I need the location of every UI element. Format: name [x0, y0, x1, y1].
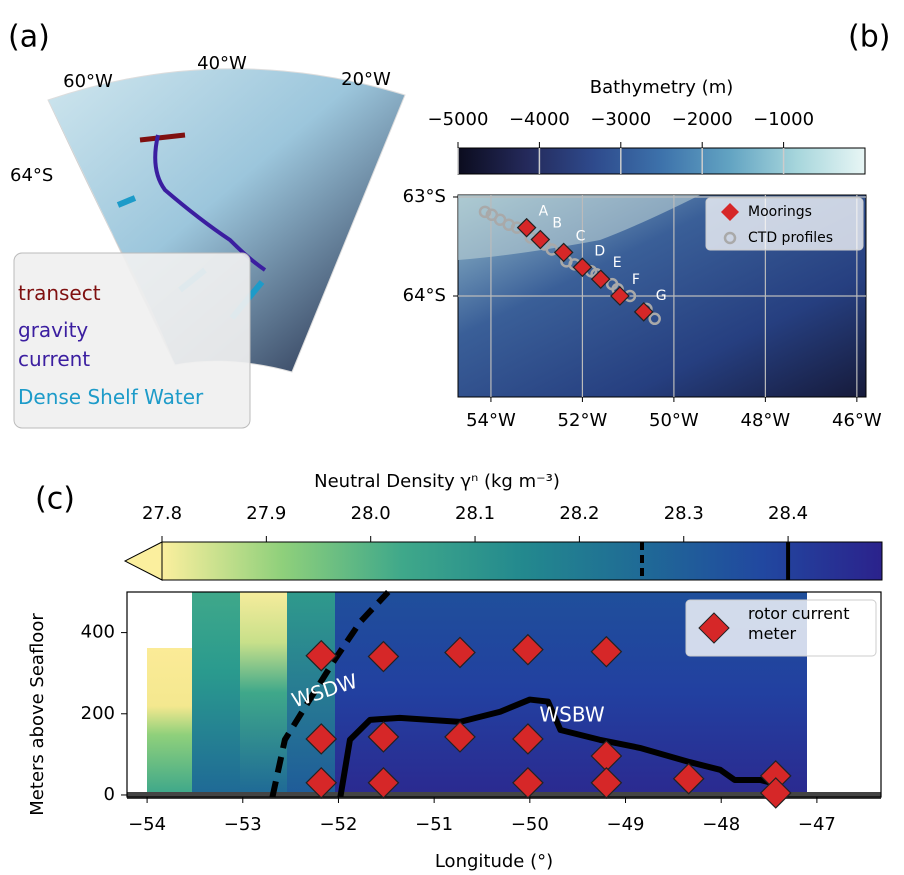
colorbar-tick-label: 27.8 — [142, 503, 182, 524]
lon-label: 40°W — [197, 53, 247, 74]
colorbar-tick-label: 28.2 — [559, 503, 599, 524]
figure: (a) (b) (c) 60°W 40°W 20°W 64°S −5000 −40… — [0, 0, 904, 875]
x-tick-label: −53 — [224, 814, 262, 835]
y-axis-label: Meters above Seafloor — [27, 613, 48, 816]
point-label: B — [552, 216, 562, 232]
legend-label: Dense Shelf Water — [18, 383, 203, 412]
lat-label: 64°S — [10, 165, 53, 186]
lon-label: 60°W — [63, 71, 113, 92]
x-tick-label: 52°W — [558, 410, 608, 431]
x-tick-label: −52 — [319, 814, 357, 835]
density-field — [192, 592, 240, 793]
colorbar-tick-label: −3000 — [590, 109, 651, 130]
y-tick-label: 64°S — [403, 285, 446, 306]
colorbar-title: Bathymetry (m) — [590, 77, 734, 98]
colorbar-tick-label: 28.3 — [664, 503, 704, 524]
x-tick-label: 54°W — [466, 410, 516, 431]
colorbar-title: Neutral Density γⁿ (kg m⁻³) — [314, 471, 560, 492]
legend-label: gravity current — [18, 316, 128, 374]
density-field — [147, 648, 192, 793]
colorbar-tick-label: 27.9 — [246, 503, 286, 524]
point-label: E — [613, 255, 622, 271]
panel-label: (c) — [35, 482, 75, 517]
panel-label: (b) — [848, 20, 890, 55]
legend-label: rotor current meter — [748, 604, 876, 644]
colorbar-tick-label: 28.4 — [768, 503, 808, 524]
x-tick-label: −47 — [798, 814, 836, 835]
colorbar — [458, 148, 865, 174]
y-tick-label: 63°S — [403, 186, 446, 207]
y-tick-label: 400 — [81, 622, 115, 643]
x-tick-label: −54 — [128, 814, 166, 835]
lon-label: 20°W — [341, 69, 391, 90]
point-label: F — [632, 272, 640, 288]
legend-label: CTD profiles — [748, 230, 833, 246]
y-tick-label: 200 — [81, 703, 115, 724]
x-tick-label: −51 — [415, 814, 453, 835]
x-tick-label: 50°W — [649, 410, 699, 431]
x-tick-label: −49 — [607, 814, 645, 835]
x-tick-label: 46°W — [832, 410, 882, 431]
colorbar — [162, 542, 882, 580]
point-label: C — [576, 228, 586, 244]
legend-label: Moorings — [748, 204, 812, 220]
y-tick-label: 0 — [104, 784, 115, 805]
colorbar-tick-label: 28.0 — [351, 503, 391, 524]
colorbar-tick-label: −4000 — [509, 109, 570, 130]
legend-label: transect — [18, 279, 101, 308]
x-tick-label: −50 — [511, 814, 549, 835]
colorbar-tick-label: −2000 — [672, 109, 733, 130]
x-tick-label: 48°W — [741, 410, 791, 431]
colorbar-extend — [125, 542, 162, 580]
chart: (a) (b) (c) 60°W 40°W 20°W 64°S −5000 −40… — [0, 0, 904, 875]
x-axis-label: Longitude (°) — [435, 851, 553, 872]
colorbar-tick-label: −1000 — [753, 109, 814, 130]
point-label: G — [656, 288, 667, 304]
colorbar-tick-label: −5000 — [428, 109, 489, 130]
point-label: A — [539, 204, 549, 220]
point-label: D — [594, 243, 605, 259]
colorbar-tick-label: 28.1 — [455, 503, 495, 524]
x-tick-label: −48 — [702, 814, 740, 835]
contour-label: WSBW — [539, 703, 604, 727]
panel-label: (a) — [8, 20, 50, 55]
